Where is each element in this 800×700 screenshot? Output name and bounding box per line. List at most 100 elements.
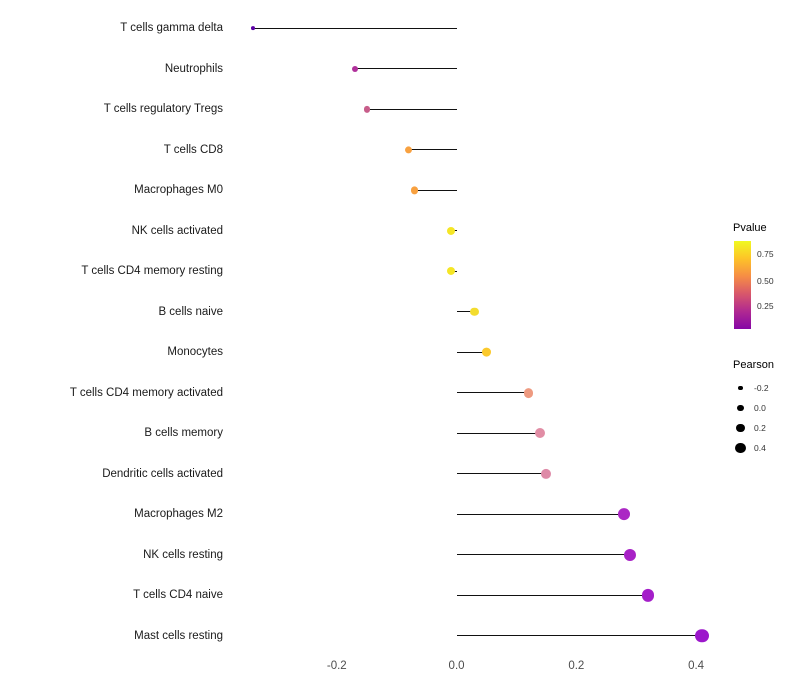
pearson-size-label: 0.2: [754, 423, 766, 433]
row-panel: [235, 373, 738, 414]
category-label: NK cells resting: [143, 548, 223, 561]
row-panel: [235, 292, 738, 333]
lollipop-row: T cells CD4 memory resting: [0, 251, 738, 292]
lollipop-point: [363, 106, 370, 113]
pearson-size-label: 0.0: [754, 403, 766, 413]
lollipop-row: Dendritic cells activated: [0, 454, 738, 495]
lollipop-row: T cells CD4 memory activated: [0, 373, 738, 414]
row-panel: [235, 89, 738, 130]
category-label: Macrophages M2: [134, 508, 223, 521]
pearson-size-dot: [737, 404, 744, 412]
lollipop-row: B cells naive: [0, 292, 738, 333]
row-panel: [235, 616, 738, 657]
category-label: T cells CD4 memory activated: [69, 386, 223, 399]
pearson-size-dot: [738, 385, 743, 391]
pvalue-tick-label: 0.25: [757, 301, 774, 312]
lollipop-stem: [456, 513, 625, 515]
lollipop-point: [351, 65, 358, 72]
category-label: Monocytes: [167, 346, 223, 359]
category-label: T cells CD4 naive: [133, 589, 223, 602]
category-label: T cells regulatory Tregs: [103, 103, 223, 116]
row-panel: [235, 170, 738, 211]
row-panel: [235, 8, 738, 49]
row-panel: [235, 413, 738, 454]
lollipop-row: Neutrophils: [0, 49, 738, 90]
pearson-size-label: -0.2: [754, 383, 769, 393]
lollipop-row: Macrophages M0: [0, 170, 738, 211]
row-panel: [235, 494, 738, 535]
lollipop-point: [618, 508, 631, 521]
category-label: Macrophages M0: [134, 184, 223, 197]
category-label: T cells CD4 memory resting: [81, 265, 223, 278]
lollipop-stem: [456, 554, 631, 556]
lollipop-point: [641, 589, 655, 602]
pearson-size-items: -0.2 0.0 0.2 0.4: [733, 378, 799, 458]
pearson-size-dot-cell: [733, 442, 748, 454]
pearson-size-item: 0.2: [733, 418, 799, 438]
category-label: NK cells activated: [131, 224, 223, 237]
pvalue-gradient-bar: [734, 241, 751, 329]
pearson-size-dot: [735, 442, 746, 454]
pvalue-tick-label: 0.75: [757, 249, 774, 260]
lollipop-row: NK cells activated: [0, 211, 738, 252]
lollipop-stem: [456, 473, 547, 475]
x-tick-label: -0.2: [326, 660, 347, 672]
pvalue-legend: Pvalue 0.75 0.50 0.25: [733, 222, 799, 329]
pvalue-legend-title: Pvalue: [733, 222, 767, 234]
category-label: Mast cells resting: [134, 629, 223, 642]
pearson-size-label: 0.4: [754, 443, 766, 453]
pearson-size-dot-cell: [733, 423, 748, 433]
lollipop-point: [695, 628, 709, 643]
row-panel: [235, 130, 738, 171]
lollipop-stem: [414, 189, 457, 191]
pearson-legend: Pearson -0.2 0.0 0.2 0.4: [733, 359, 799, 458]
pearson-size-dot-cell: [733, 385, 748, 391]
x-tick-label: 0.4: [688, 660, 705, 672]
category-label: Neutrophils: [164, 62, 223, 75]
category-label: Dendritic cells activated: [102, 467, 223, 480]
lollipop-row: T cells regulatory Tregs: [0, 89, 738, 130]
lollipop-stem: [252, 27, 457, 29]
lollipop-point: [446, 267, 455, 276]
pearson-size-dot-cell: [733, 404, 748, 412]
row-panel: [235, 211, 738, 252]
category-label: T cells CD8: [163, 143, 223, 156]
pearson-size-item: 0.4: [733, 438, 799, 458]
lollipop-point: [523, 387, 534, 398]
category-label: B cells naive: [158, 305, 223, 318]
lollipop-point: [410, 186, 419, 194]
pearson-size-item: -0.2: [733, 378, 799, 398]
row-panel: [235, 454, 738, 495]
pearson-size-dot: [736, 423, 745, 433]
lollipop-row: T cells CD8: [0, 130, 738, 171]
row-panel: [235, 251, 738, 292]
lollipop-point: [446, 226, 455, 235]
x-axis: -0.2 0.0 0.2 0.4: [235, 660, 738, 676]
legend-panel: Pvalue 0.75 0.50 0.25 Pearson -0.2 0.0 0.2 0.…: [733, 222, 799, 458]
pearson-legend-title: Pearson: [733, 359, 774, 371]
category-label: B cells memory: [144, 427, 223, 440]
pvalue-tick-label: 0.50: [757, 275, 774, 286]
lollipop-point: [470, 307, 479, 317]
lollipop-stem: [456, 432, 541, 434]
lollipop-row: Mast cells resting: [0, 616, 738, 657]
lollipop-point: [482, 347, 491, 357]
category-label: T cells gamma delta: [120, 22, 223, 35]
lollipop-point: [541, 468, 552, 479]
lollipop-row: T cells gamma delta: [0, 8, 738, 49]
lollipop-stem: [456, 392, 529, 394]
lollipop-point: [251, 26, 255, 31]
lollipop-stem: [354, 68, 457, 70]
lollipop-point: [624, 548, 637, 561]
row-panel: [235, 49, 738, 90]
lollipop-row: NK cells resting: [0, 535, 738, 576]
lollipop-row: Monocytes: [0, 332, 738, 373]
lollipop-stem: [456, 351, 487, 353]
lollipop-rows: T cells gamma delta Neutrophils T cells re…: [0, 8, 738, 656]
lollipop-stem: [456, 635, 703, 637]
lollipop-stem: [408, 149, 457, 151]
pvalue-gradient-wrap: 0.75 0.50 0.25: [734, 241, 799, 329]
lollipop-point: [535, 428, 546, 439]
row-panel: [235, 535, 738, 576]
